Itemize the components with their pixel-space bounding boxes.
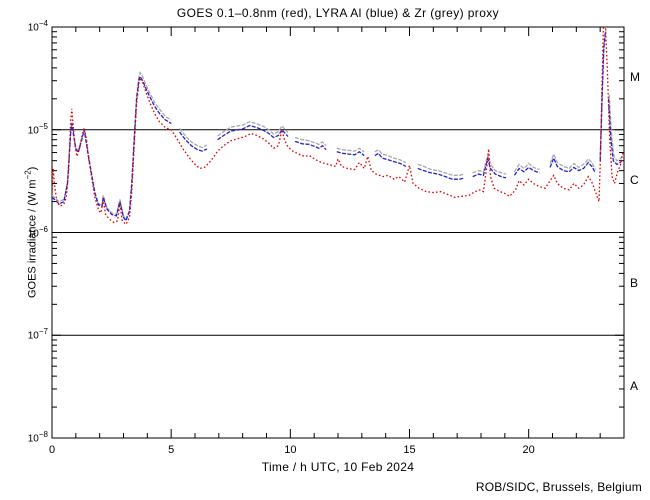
chart-title: GOES 0.1–0.8nm (red), LYRA Al (blue) & Z… bbox=[176, 6, 500, 20]
flare-class-label-c: C bbox=[630, 173, 639, 188]
series-lyra-al-proxy-segment bbox=[178, 131, 208, 152]
flare-class-dividers bbox=[52, 129, 624, 336]
x-tick-label: 15 bbox=[403, 444, 416, 456]
series-lyra-zr-proxy-segment bbox=[217, 120, 289, 137]
series-lyra-zr-proxy-segment bbox=[549, 152, 596, 170]
x-axis-label: Time / h UTC, 10 Feb 2024 bbox=[261, 460, 415, 474]
x-tick-label: 10 bbox=[284, 444, 297, 456]
flare-class-label-b: B bbox=[630, 275, 639, 290]
series-lyra-al-proxy-segment bbox=[513, 166, 540, 176]
series-goes-0-1-0-8nm bbox=[52, 27, 624, 226]
series-lyra-al-proxy-segment bbox=[217, 124, 289, 141]
series-lyra-zr-proxy-segment bbox=[294, 136, 327, 147]
y-tick-label: 10−4 bbox=[27, 19, 48, 34]
flare-class-label-a: A bbox=[630, 378, 639, 393]
y-tick-label: 10−8 bbox=[27, 430, 48, 445]
x-tick-label: 5 bbox=[168, 444, 175, 456]
series-lyra-al-proxy-segment bbox=[374, 152, 407, 167]
series-lyra-zr-proxy-segment bbox=[608, 94, 624, 162]
series-lyra-al-proxy-segment bbox=[336, 151, 365, 157]
series-lyra-zr-proxy bbox=[52, 29, 624, 221]
series-lyra-al-proxy-segment bbox=[472, 156, 507, 179]
y-tick-label: 10−7 bbox=[27, 327, 48, 342]
series-lyra-al-proxy bbox=[52, 31, 624, 223]
credit-text: ROB/SIDC, Brussels, Belgium bbox=[475, 480, 642, 494]
x-tick-label: 0 bbox=[48, 444, 56, 456]
data-series bbox=[52, 27, 624, 226]
series-lyra-al-proxy-segment bbox=[294, 140, 327, 151]
series-lyra-zr-proxy-segment bbox=[374, 148, 407, 164]
series-lyra-zr-proxy-segment bbox=[178, 127, 208, 149]
y-tick-label: 10−5 bbox=[27, 121, 48, 137]
series-lyra-zr-proxy-segment bbox=[417, 163, 465, 176]
series-lyra-al-proxy-segment bbox=[52, 75, 172, 223]
y-tick-label: 10−6 bbox=[27, 224, 48, 239]
series-goes-0-1-0-8nm-segment bbox=[52, 27, 624, 226]
y-axis-label-suffix: ) bbox=[26, 166, 39, 171]
y-axis-label-exponent: −2 bbox=[23, 170, 33, 180]
series-lyra-al-proxy-segment bbox=[549, 156, 596, 174]
flare-class-label-m: M bbox=[630, 70, 640, 85]
series-lyra-al-proxy-segment bbox=[607, 98, 624, 166]
series-lyra-zr-proxy-segment bbox=[472, 153, 507, 175]
x-tick-label: 20 bbox=[522, 444, 535, 456]
series-lyra-zr-proxy-segment bbox=[336, 147, 365, 153]
series-lyra-zr-proxy-segment bbox=[52, 71, 172, 221]
series-lyra-zr-proxy-segment bbox=[513, 162, 540, 173]
axis-ticks bbox=[51, 26, 625, 439]
series-lyra-al-proxy-segment bbox=[417, 167, 465, 180]
